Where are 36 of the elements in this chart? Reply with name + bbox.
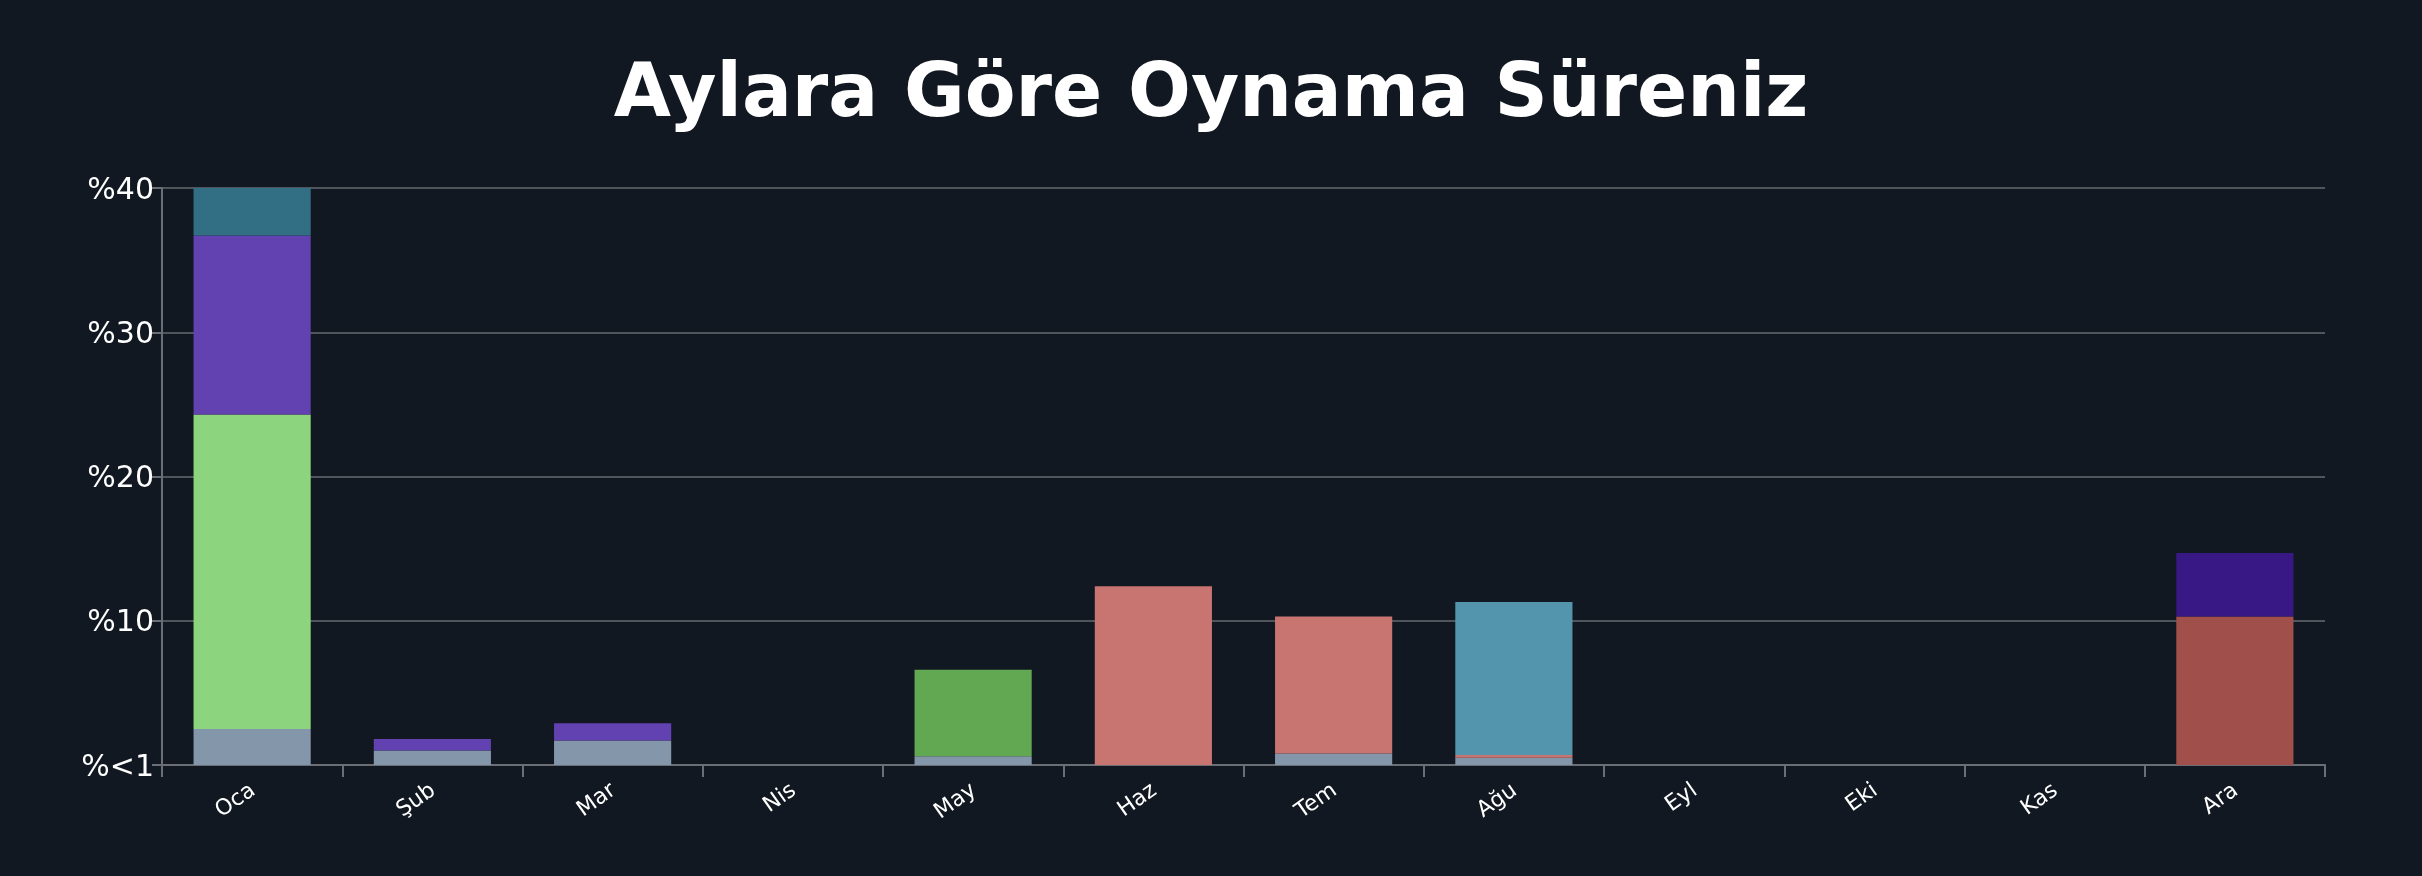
x-tick-label: Mar xyxy=(571,776,621,822)
y-tick-label: %10 xyxy=(87,603,154,639)
bar xyxy=(193,235,311,415)
x-tick-label: Haz xyxy=(1112,776,1161,822)
bar xyxy=(193,188,311,236)
y-tick-label: %30 xyxy=(87,314,154,350)
bar xyxy=(1275,753,1393,765)
x-tick-label: Şub xyxy=(390,776,440,822)
y-tick-label: %40 xyxy=(87,170,154,206)
bar xyxy=(554,723,672,741)
bar xyxy=(373,750,491,765)
x-tick-label: May xyxy=(928,776,981,824)
bar xyxy=(1455,602,1573,755)
bar xyxy=(914,669,1032,757)
bar xyxy=(2176,616,2294,765)
bar xyxy=(373,739,491,751)
x-tick-label: Oca xyxy=(209,776,260,822)
x-tick-label: Kas xyxy=(2015,776,2062,820)
chart-title: Aylara Göre Oynama Süreniz xyxy=(613,47,1809,133)
x-tick-label: Eki xyxy=(1840,776,1882,817)
bar xyxy=(914,756,1032,765)
bar xyxy=(1094,586,1212,765)
x-tick-label: Ağu xyxy=(1471,776,1522,822)
x-tick-label: Tem xyxy=(1289,776,1341,824)
bar xyxy=(1455,754,1573,758)
y-tick-label: %20 xyxy=(87,459,154,494)
bar xyxy=(1455,757,1573,765)
x-tick-label: Ara xyxy=(2196,776,2243,819)
bar xyxy=(193,414,311,729)
bar xyxy=(193,728,311,765)
bar xyxy=(2176,552,2294,617)
x-tick-label: Nis xyxy=(757,776,801,817)
y-tick-label: %<1 xyxy=(81,747,154,783)
x-tick-label: Eyl xyxy=(1659,776,1702,817)
bar xyxy=(554,740,672,765)
bar xyxy=(1275,616,1393,754)
